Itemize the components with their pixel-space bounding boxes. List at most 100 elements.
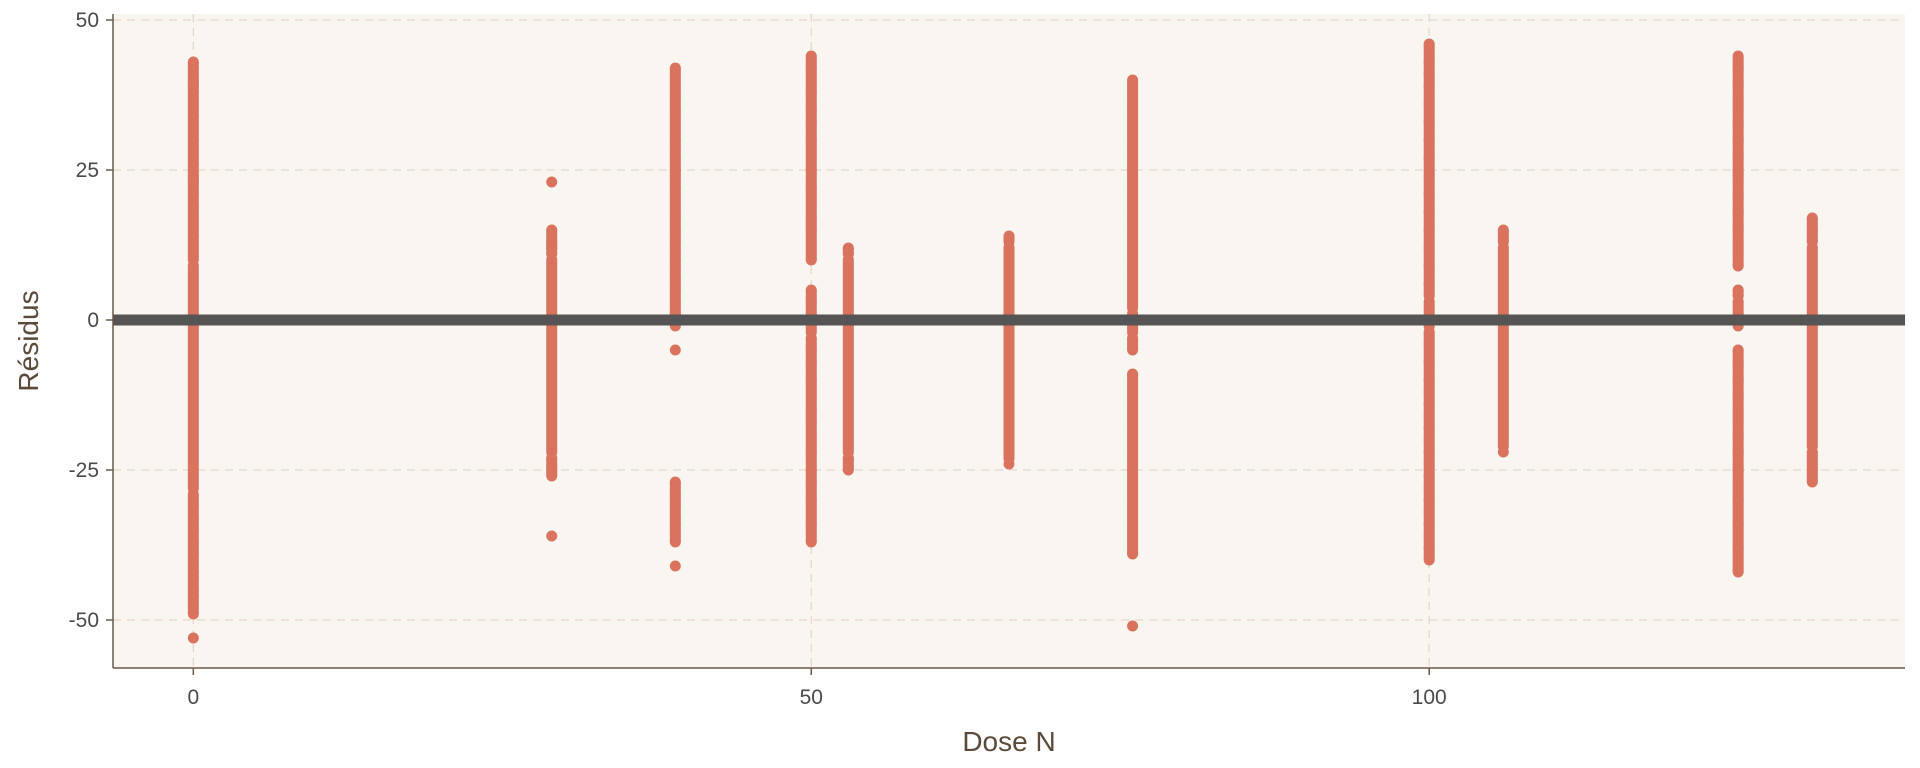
point-run: [187, 590, 199, 596]
point-run: [669, 524, 681, 542]
point-run: [669, 140, 681, 158]
point-run: [187, 128, 199, 140]
y-tick-label: 25: [76, 159, 99, 182]
point-run: [546, 458, 558, 470]
point-run: [1423, 464, 1435, 476]
x-tick-label: 0: [187, 686, 199, 709]
tick-labels: 50 25 0 -25 -50 0 50 100: [69, 9, 1447, 709]
point-run: [1732, 176, 1744, 194]
point-run: [187, 554, 199, 572]
data-point: [187, 632, 199, 644]
y-tick-label: 0: [87, 309, 99, 332]
point-run: [1127, 128, 1139, 146]
point-run: [805, 200, 817, 218]
point-run: [669, 230, 681, 242]
point-run: [1127, 470, 1139, 482]
y-tick-label: -50: [69, 609, 99, 632]
point-column-core: [1003, 242, 1015, 464]
data-point: [1497, 446, 1509, 458]
point-run: [187, 596, 199, 614]
y-tick-label: -25: [69, 459, 99, 482]
point-run: [1423, 440, 1435, 452]
point-run: [805, 110, 817, 122]
point-run: [1127, 518, 1139, 530]
point-run: [1423, 416, 1435, 428]
point-run: [669, 278, 681, 290]
point-run: [805, 392, 817, 410]
point-run: [1423, 344, 1435, 362]
point-run: [805, 410, 817, 422]
point-run: [669, 242, 681, 260]
point-run: [1127, 248, 1139, 266]
point-run: [1732, 380, 1744, 398]
point-run: [669, 302, 681, 314]
point-run: [1806, 218, 1818, 230]
point-run: [805, 290, 817, 302]
point-run: [546, 242, 558, 248]
point-run: [669, 110, 681, 128]
point-run: [669, 158, 681, 170]
point-run: [1423, 122, 1435, 140]
point-run: [669, 494, 681, 506]
point-run: [1497, 230, 1509, 242]
point-run: [187, 194, 199, 206]
point-run: [669, 260, 681, 278]
point-run: [1127, 92, 1139, 110]
point-run: [1423, 500, 1435, 512]
point-run: [187, 518, 199, 530]
point-run: [669, 200, 681, 218]
point-run: [805, 500, 817, 512]
point-run: [669, 188, 681, 200]
point-run: [187, 236, 199, 248]
point-run: [1127, 506, 1139, 518]
point-run: [1127, 266, 1139, 284]
point-run: [805, 362, 817, 380]
point-run: [805, 122, 817, 140]
axes: [112, 14, 1905, 669]
point-run: [1732, 290, 1744, 296]
data-point: [1127, 620, 1139, 632]
point-run: [1127, 374, 1139, 386]
point-run: [1806, 470, 1818, 482]
point-run: [669, 80, 681, 98]
point-run: [805, 152, 817, 170]
x-tick-label: 50: [800, 686, 823, 709]
point-run: [1423, 74, 1435, 86]
point-run: [1732, 230, 1744, 248]
point-run: [805, 92, 817, 110]
y-axis-title: Résidus: [13, 290, 44, 391]
point-run: [1732, 86, 1744, 104]
point-run: [187, 62, 199, 68]
point-run: [1732, 362, 1744, 380]
point-run: [1127, 164, 1139, 182]
point-run: [187, 104, 199, 116]
point-run: [1127, 200, 1139, 218]
y-tick-label: 50: [76, 9, 99, 32]
point-run: [669, 98, 681, 110]
point-column-core: [546, 254, 558, 458]
point-run: [805, 482, 817, 500]
point-run: [1127, 458, 1139, 470]
point-run: [669, 128, 681, 140]
point-run: [1732, 560, 1744, 572]
point-run: [1732, 248, 1744, 266]
point-run: [1423, 380, 1435, 392]
point-run: [1423, 140, 1435, 158]
point-run: [805, 68, 817, 80]
point-run: [1423, 176, 1435, 194]
point-run: [1423, 62, 1435, 74]
point-run: [805, 350, 817, 362]
point-run: [187, 494, 199, 506]
point-run: [1127, 284, 1139, 296]
point-run: [805, 56, 817, 68]
point-run: [669, 170, 681, 188]
point-run: [1423, 488, 1435, 500]
point-run: [1127, 434, 1139, 446]
point-run: [1127, 182, 1139, 200]
point-run: [1127, 494, 1139, 506]
point-run: [187, 86, 199, 92]
point-run: [187, 176, 199, 182]
point-run: [669, 518, 681, 524]
point-run: [1732, 524, 1744, 536]
